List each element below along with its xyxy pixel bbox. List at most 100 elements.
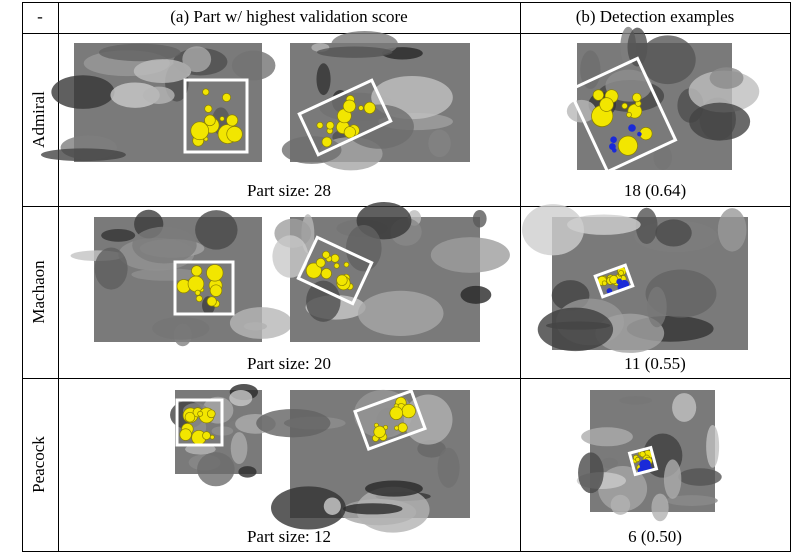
part-feature (222, 92, 231, 102)
detection (567, 56, 678, 174)
photo-texture (256, 408, 331, 438)
photo-texture (581, 427, 633, 447)
photo-texture (403, 394, 453, 445)
photo-texture (229, 389, 253, 407)
example-image (272, 201, 510, 342)
part-size-caption: Part size: 20 (247, 354, 331, 373)
header-cell: (a) Part w/ highest validation score (170, 7, 407, 26)
part-feature (601, 280, 608, 286)
part-feature (206, 409, 216, 419)
example-image (522, 204, 748, 353)
photo-texture (460, 285, 492, 304)
detection (627, 445, 659, 477)
photo-texture (635, 207, 658, 244)
photo-texture (133, 59, 192, 84)
part-feature (394, 425, 400, 431)
detection-box (175, 398, 224, 447)
part-feature (202, 88, 210, 96)
example-image (256, 389, 470, 533)
photo-texture (430, 237, 510, 273)
part-feature (204, 114, 216, 127)
part-feature (191, 265, 203, 277)
part-feature (358, 105, 364, 111)
photo-texture (101, 229, 136, 242)
detection-caption: 11 (0.55) (624, 354, 686, 373)
header-cell: (b) Detection examples (576, 7, 735, 26)
photo-texture (230, 432, 248, 465)
part-feature-blue (610, 136, 617, 143)
photo-texture (357, 290, 444, 336)
part-feature-blue (640, 459, 651, 470)
photo-texture (272, 235, 309, 278)
detection (593, 263, 635, 299)
photo-texture (182, 46, 212, 73)
part-feature (226, 114, 239, 127)
example-image (40, 43, 276, 162)
photo-texture (610, 494, 631, 515)
photo-texture (365, 480, 423, 497)
photo-texture (343, 503, 403, 515)
detection-box (297, 78, 393, 157)
photo-texture (231, 50, 276, 81)
part-feature (322, 250, 330, 259)
part-size-caption: Part size: 12 (247, 527, 331, 546)
photo-texture (472, 210, 487, 228)
part-feature (618, 270, 624, 276)
part-feature (621, 102, 628, 110)
row-label: Machaon (29, 260, 48, 324)
photo-texture (566, 99, 597, 123)
photo-texture (238, 466, 257, 478)
row-label: Admiral (29, 91, 48, 148)
part-feature (321, 136, 333, 148)
part-feature (342, 99, 356, 113)
example-image (281, 31, 470, 171)
header-cell: - (37, 7, 43, 26)
table-rules (22, 2, 791, 552)
photo-texture (647, 286, 667, 328)
photo-texture (672, 393, 697, 422)
photo-texture (428, 129, 451, 158)
photo-texture (522, 204, 584, 256)
part-feature (632, 92, 642, 103)
part-feature (639, 451, 646, 458)
photo-texture (578, 452, 604, 494)
part-feature (202, 431, 211, 440)
detection-box (173, 260, 235, 316)
photo-texture (51, 75, 115, 109)
part-feature (209, 284, 223, 297)
photo-texture (323, 497, 341, 515)
photo-texture (619, 396, 653, 405)
part-feature (617, 135, 638, 156)
photo-texture (639, 35, 696, 85)
detection (353, 389, 427, 451)
part-feature (184, 411, 196, 423)
photo-texture (655, 219, 692, 247)
part-feature (599, 97, 614, 112)
photo-texture (98, 43, 181, 62)
photo-texture (706, 424, 720, 468)
photo-texture (678, 468, 722, 486)
photo-texture (195, 210, 238, 250)
photo-texture (345, 224, 382, 272)
photo-texture (600, 457, 619, 469)
part-feature (363, 101, 376, 114)
part-feature (609, 275, 619, 285)
part-feature (190, 121, 210, 141)
photo-texture (94, 247, 128, 290)
photo-texture (653, 144, 673, 170)
photo-texture (651, 493, 669, 522)
detection (183, 78, 249, 154)
detection-box (183, 78, 249, 154)
part-feature (333, 262, 340, 269)
part-size-caption: Part size: 28 (247, 181, 331, 200)
detection (296, 235, 374, 306)
detection-caption: 6 (0.50) (628, 527, 682, 546)
part-feature (626, 111, 632, 118)
photo-texture (567, 214, 641, 235)
part-feature-blue (616, 278, 623, 285)
example-image (566, 26, 760, 174)
part-feature (336, 274, 348, 286)
photo-texture (717, 208, 747, 252)
photo-texture (709, 67, 744, 89)
